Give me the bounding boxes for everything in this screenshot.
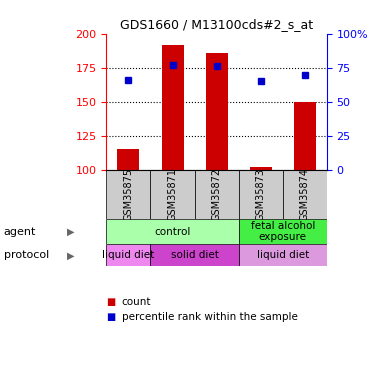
Text: percentile rank within the sample: percentile rank within the sample [122, 312, 298, 322]
Text: control: control [154, 226, 191, 237]
Bar [294, 102, 316, 170]
Text: ▶: ▶ [66, 226, 74, 237]
Bar [150, 244, 239, 266]
Text: GSM35873: GSM35873 [256, 168, 266, 221]
Bar [206, 53, 228, 170]
Title: GDS1660 / M13100cds#2_s_at: GDS1660 / M13100cds#2_s_at [120, 18, 313, 31]
Text: agent: agent [4, 226, 36, 237]
Bar [239, 219, 327, 245]
Bar [283, 170, 327, 219]
Bar [150, 170, 195, 219]
Text: ▶: ▶ [66, 251, 74, 260]
Bar [106, 219, 239, 245]
Text: liquid diet: liquid diet [102, 251, 155, 260]
Bar [106, 170, 150, 219]
Text: fetal alcohol
exposure: fetal alcohol exposure [250, 221, 315, 242]
Text: ■: ■ [106, 312, 116, 322]
Bar [106, 244, 150, 266]
Bar [250, 167, 272, 170]
Bar [162, 45, 184, 170]
Bar [195, 170, 239, 219]
Text: GSM35875: GSM35875 [124, 168, 133, 221]
Text: count: count [122, 297, 151, 307]
Bar [239, 170, 283, 219]
Text: GSM35872: GSM35872 [212, 168, 222, 221]
Text: GSM35874: GSM35874 [300, 168, 310, 221]
Text: ■: ■ [106, 297, 116, 307]
Bar [239, 244, 327, 266]
Text: solid diet: solid diet [171, 251, 218, 260]
Text: protocol: protocol [4, 251, 49, 260]
Text: GSM35871: GSM35871 [168, 168, 177, 221]
Text: liquid diet: liquid diet [256, 251, 309, 260]
Bar [117, 149, 139, 170]
